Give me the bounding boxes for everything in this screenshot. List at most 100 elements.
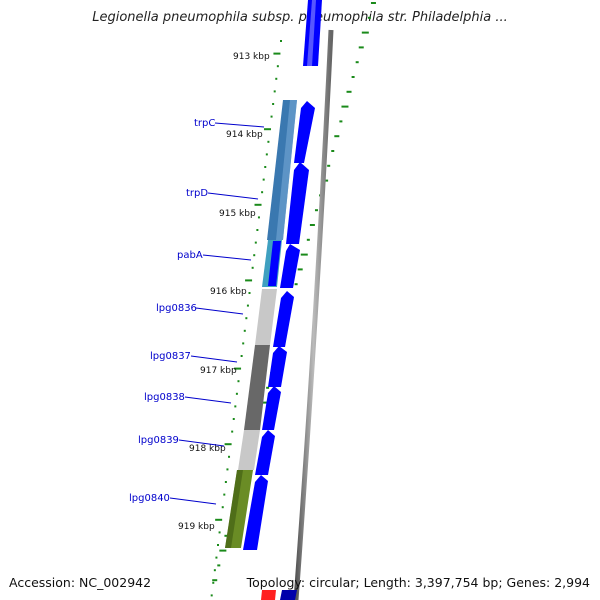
gene-label-pabA[interactable]: pabA	[177, 250, 203, 261]
position-tick	[245, 279, 253, 282]
position-tick	[235, 392, 238, 395]
gc-tick	[306, 238, 310, 241]
feature-track	[225, 100, 297, 548]
gc-tick	[309, 224, 315, 226]
gc-tick	[370, 2, 376, 4]
gene-bar-lpg0836[interactable]	[255, 289, 277, 345]
position-tick	[231, 430, 234, 433]
position-tick	[210, 594, 213, 597]
position-tick	[257, 216, 260, 219]
gc-tick	[351, 76, 355, 78]
cds-arrow-bottom[interactable]	[280, 590, 297, 600]
cds-arrow-2[interactable]	[286, 162, 309, 244]
cds-arrow-1[interactable]	[294, 101, 315, 163]
gc-tick	[334, 135, 340, 138]
kbp-label: 913 kbp	[233, 52, 270, 62]
position-tick	[272, 103, 275, 105]
position-tick	[215, 556, 218, 559]
kbp-label: 919 kbp	[178, 522, 215, 532]
gene-label-lpg0840[interactable]: lpg0840	[129, 493, 170, 504]
gene-label-lpg0836[interactable]: lpg0836	[156, 303, 197, 314]
position-tick	[234, 405, 237, 408]
cds-arrow-8[interactable]	[243, 475, 268, 550]
gc-tick	[314, 209, 318, 212]
position-tick	[276, 65, 279, 68]
position-tick	[280, 40, 282, 42]
position-tick	[270, 115, 273, 118]
gene-bar-lpg0840-shade	[225, 470, 243, 548]
position-tick	[224, 443, 232, 446]
position-tick	[264, 166, 267, 168]
kbp-label: 917 kbp	[200, 366, 237, 376]
cds-arrow-4[interactable]	[273, 291, 294, 347]
position-tick	[232, 418, 235, 420]
gc-tick	[339, 120, 343, 123]
position-tick	[221, 506, 224, 509]
gc-tick	[260, 401, 268, 404]
gc-tick	[331, 150, 335, 152]
gc-tick	[294, 283, 298, 286]
gc-tick	[346, 90, 352, 93]
position-tick	[242, 342, 245, 345]
position-tick	[234, 367, 242, 370]
position-tick	[240, 355, 243, 357]
position-tick	[217, 544, 219, 546]
position-tick	[243, 329, 246, 332]
position-tick	[261, 191, 264, 194]
cds-arrow-3[interactable]	[280, 244, 300, 288]
gene-label-lpg0837[interactable]: lpg0837	[150, 351, 191, 362]
position-tick	[253, 254, 256, 257]
gene-bar-trpC-highlight	[276, 100, 297, 240]
gc-tick	[300, 253, 308, 256]
position-tick	[237, 380, 240, 383]
kbp-label: 918 kbp	[189, 444, 226, 454]
gene-labels: trpC trpD pabA lpg0836 lpg0837 lpg0838 l…	[129, 118, 215, 504]
position-tick	[254, 203, 262, 206]
gc-tick	[219, 549, 227, 552]
position-tick	[265, 153, 268, 156]
accession-text: Accession: NC_002942	[9, 575, 152, 590]
position-tick	[213, 569, 216, 572]
gc-tick	[341, 105, 349, 108]
kbp-labels: 913 kbp 914 kbp 915 kbp 916 kbp 917 kbp …	[178, 52, 270, 532]
genome-summary-text: Topology: circular; Length: 3,397,754 bp…	[246, 575, 590, 590]
feature-red-bottom[interactable]	[261, 590, 276, 600]
gc-tick	[327, 164, 331, 167]
gene-bar-lpg0839[interactable]	[238, 430, 260, 470]
label-leaders	[169, 122, 265, 505]
cds-arrow-3b[interactable]	[268, 241, 281, 286]
kbp-label: 915 kbp	[219, 209, 256, 219]
position-tick	[262, 178, 265, 181]
gc-tick	[367, 16, 371, 19]
position-tick	[263, 128, 271, 131]
map-title: Legionella pneumophila subsp. pneumophil…	[92, 10, 508, 25]
position-tick	[273, 90, 276, 93]
gene-label-lpg0838[interactable]: lpg0838	[144, 392, 185, 403]
gene-bar-lpg0837[interactable]	[244, 345, 270, 430]
position-tick	[254, 241, 257, 244]
cds-arrow-6[interactable]	[262, 386, 281, 430]
cds-arrow-7[interactable]	[255, 430, 275, 475]
gene-label-trpC[interactable]: trpC	[194, 118, 215, 129]
genome-backbone	[293, 29, 334, 600]
position-tick	[218, 531, 221, 534]
gene-label-lpg0839[interactable]: lpg0839	[138, 435, 179, 446]
position-tick	[245, 317, 248, 320]
gc-tick	[361, 31, 369, 34]
position-tick	[267, 140, 270, 143]
gc-tick	[217, 564, 221, 567]
cds-track	[243, 0, 322, 600]
gc-tick	[266, 386, 270, 389]
position-tick	[228, 455, 231, 458]
gc-tick	[355, 61, 359, 64]
gc-tick	[358, 46, 364, 49]
position-tick	[246, 304, 249, 307]
position-tick	[224, 481, 227, 483]
position-tick	[275, 77, 278, 80]
position-tick	[212, 581, 215, 584]
cds-arrow-5[interactable]	[268, 346, 287, 387]
position-tick-track	[210, 40, 282, 597]
kbp-label: 914 kbp	[226, 130, 263, 140]
gene-label-trpD[interactable]: trpD	[186, 188, 208, 199]
